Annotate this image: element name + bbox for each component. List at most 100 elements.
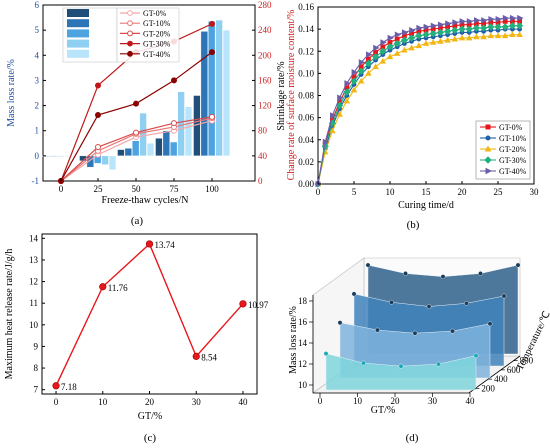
panel-a-bar — [101, 155, 109, 165]
panel-b-series-marker — [335, 101, 344, 110]
panel-a-moisture-marker — [209, 20, 215, 27]
panel-b-legend-label: GT-0% — [499, 123, 523, 132]
panel-a-moisture-marker — [171, 77, 177, 84]
panel-a-bar — [86, 155, 94, 168]
panel-a-bar — [184, 106, 193, 157]
panel-c-data-label: 13.74 — [155, 240, 176, 250]
panel-b-series-marker — [415, 32, 423, 40]
panel-b-legend-box — [475, 120, 531, 180]
panel-b-series-marker — [365, 69, 372, 76]
panel-a-right-tick-label: 80 — [258, 126, 268, 136]
panel-c-series-marker — [145, 240, 154, 248]
panel-c-x-tick-label: 10 — [98, 397, 108, 407]
panel-c-x-tick-label: 30 — [192, 397, 202, 407]
panel-c-y-tick-label: 11 — [29, 298, 38, 308]
panel-b-series-marker — [516, 31, 523, 38]
panel-b-series-marker — [474, 17, 481, 24]
panel-d-z-tick-label: 10 — [298, 380, 308, 390]
panel-a-bar — [162, 130, 170, 157]
panel-d-surface-point — [403, 271, 408, 276]
panel-b-series-marker — [509, 31, 516, 38]
panel-a-x-axis-label: Freeze-thaw cycles/N — [102, 195, 189, 206]
panel-a-left-tick-label: 0 — [35, 151, 40, 161]
panel-a-x-tick-label: 75 — [170, 184, 180, 194]
panel-b-series-marker — [501, 32, 509, 39]
panel-a-left-tick-label: 3 — [35, 75, 40, 85]
panel-b-series-marker — [357, 67, 365, 75]
panel-a-moisture-marker — [133, 129, 139, 136]
panel-b-legend-label: GT-30% — [499, 156, 527, 165]
panel-c-caption: (c) — [144, 432, 157, 444]
panel-b-y-axis-label: Shrinkage rate/% — [276, 61, 287, 130]
panel-b-series-marker — [465, 34, 473, 41]
panel-b-series-marker — [330, 112, 337, 119]
panel-b-series-marker — [480, 33, 487, 40]
panel-a-bar — [222, 29, 231, 157]
panel-b-series-marker — [379, 47, 387, 55]
panel-b-series-marker — [387, 34, 395, 42]
panel-b-series-marker — [351, 69, 359, 76]
panel-d-surface-point — [412, 330, 418, 336]
panel-a-legend-label: GT-30% — [143, 40, 171, 49]
panel-b-series-marker — [458, 34, 466, 41]
panel-b-series-marker — [394, 31, 402, 38]
panel-d-z-tick-label: 12 — [298, 359, 307, 369]
panel-b-series-marker — [423, 23, 431, 31]
panel-a-legend-label: GT-0% — [143, 9, 167, 18]
panel-a-left-tick-label: 6 — [35, 0, 40, 10]
panel-b-y-tick-label: 0.00 — [298, 179, 314, 189]
panel-b-series-marker — [364, 59, 373, 68]
panel-a-moisture-marker — [209, 113, 215, 120]
panel-a-moisture-marker — [209, 49, 215, 56]
panel-d-surface-point — [337, 320, 343, 326]
panel-b-series-marker — [444, 36, 451, 43]
panel-b-series-marker — [459, 18, 467, 25]
panel-a-bar — [146, 143, 155, 157]
panel-b-series-marker — [344, 80, 351, 87]
panel-c-y-tick-label: 8 — [34, 363, 39, 373]
panel-b-series-marker — [386, 43, 394, 51]
panel-d-surface-point — [375, 327, 380, 333]
panel-a-moisture-marker — [171, 120, 177, 127]
panel-b-series-marker — [343, 88, 351, 96]
panel-b-series-marker — [494, 32, 502, 39]
panel-b-x-tick-label: 5 — [352, 187, 357, 197]
panel-d-z-tick-label: 18 — [298, 296, 308, 306]
panel-b-legend-marker — [484, 145, 492, 152]
panel-d-surface-point — [478, 271, 483, 276]
panel-c-data-label: 11.76 — [108, 283, 128, 293]
panel-a-legend-line-marker — [127, 30, 133, 37]
panel-d-x-tick-label: 0 — [318, 396, 323, 406]
panel-b-y-tick-label: 0.12 — [298, 46, 314, 56]
panel-a-legend-line-marker — [127, 40, 133, 47]
panel-a-moisture-marker — [95, 112, 101, 118]
panel-a-legend-line-marker — [127, 20, 133, 27]
panel-a-left-axis-label: Mass loss rate/% — [6, 59, 17, 127]
panel-b-legend-label: GT-40% — [499, 167, 527, 176]
panel-c-y-tick-label: 12 — [29, 277, 38, 287]
panel-b-series-marker — [343, 97, 351, 104]
panel-a-x-tick-label: 25 — [94, 184, 104, 194]
panel-c-frame — [41, 233, 258, 395]
panel-b-y-tick-label: 0.14 — [298, 24, 314, 34]
panel-a-legend-bar-swatch — [67, 19, 89, 28]
panel-a-right-tick-label: 120 — [258, 101, 272, 111]
panel-c-y-tick-label: 7 — [34, 385, 39, 395]
panel-b-caption: (b) — [407, 219, 420, 231]
panel-a-right-tick-label: 280 — [258, 0, 272, 10]
panel-a-moisture-marker — [95, 82, 101, 89]
panel-c-series-marker — [239, 300, 247, 308]
panel-d-x-tick-label: 10 — [353, 396, 363, 406]
panel-a-bar — [132, 140, 140, 157]
panel-a-legend-bar-swatch — [67, 39, 89, 48]
panel-d-surface-point — [515, 262, 521, 268]
panel-c-x-axis-label: GT/% — [138, 411, 162, 422]
panel-b-series-marker — [517, 14, 524, 22]
panel-b-series-marker — [443, 27, 452, 35]
panel-b-legend-marker — [485, 135, 491, 141]
panel-b-series-marker — [422, 40, 430, 46]
panel-b-series-marker — [479, 24, 488, 32]
panel-d-surface-point — [464, 300, 469, 306]
